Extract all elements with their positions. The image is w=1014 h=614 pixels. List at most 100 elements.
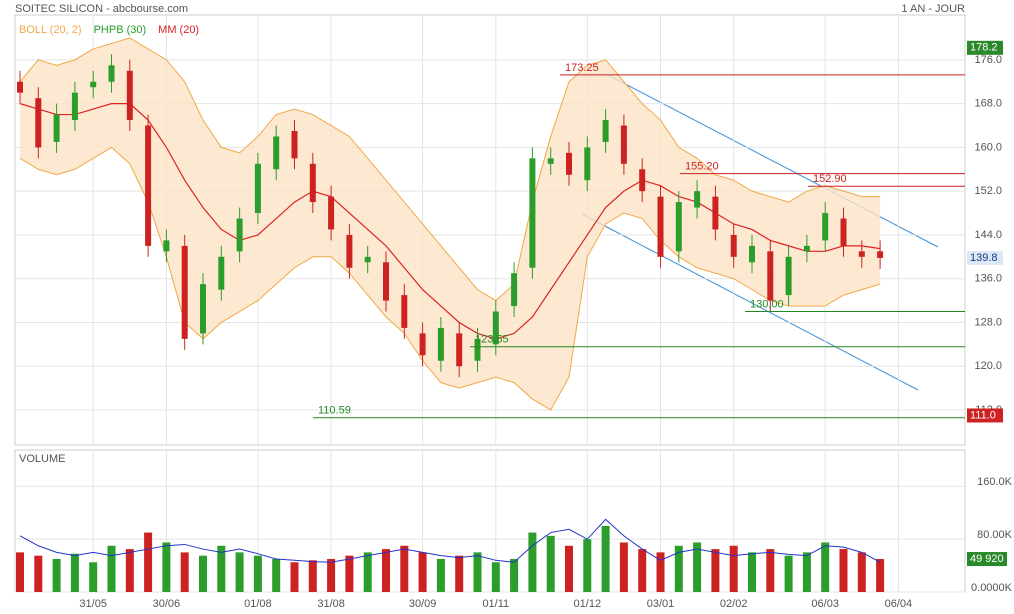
x-tick-label: 30/06: [153, 598, 181, 610]
level-label: 173.25: [565, 62, 599, 74]
volume-bar: [400, 545, 409, 592]
volume-bar: [235, 552, 244, 592]
candle-body: [383, 262, 389, 301]
volume-bar: [491, 562, 500, 592]
x-tick-label: 01/11: [482, 598, 509, 610]
level-label: 152.90: [813, 173, 847, 185]
volume-bar: [162, 542, 171, 592]
volume-bar: [272, 558, 281, 592]
price-label: 178.2: [970, 42, 998, 54]
volume-average: [19, 518, 881, 563]
x-tick-label: 30/09: [409, 598, 437, 610]
y-tick-label: 80.00K: [977, 529, 1013, 541]
volume-bar: [638, 549, 647, 592]
volume-bar: [601, 525, 610, 592]
candle-body: [181, 245, 188, 339]
candle-body: [437, 327, 444, 361]
volume-bar: [583, 539, 592, 592]
candle-body: [785, 256, 792, 296]
x-tick-label: 01/08: [244, 598, 272, 610]
candle-body: [712, 196, 719, 230]
bollinger-upper: [19, 37, 881, 302]
volume-bar: [729, 545, 738, 592]
volume-bar: [839, 549, 848, 592]
volume-bar: [327, 558, 336, 592]
candle-body: [346, 234, 353, 268]
candle-body: [511, 273, 518, 307]
candle-body: [474, 338, 481, 361]
volume-bar: [455, 555, 464, 592]
candle-body: [71, 92, 78, 121]
volume-bar: [34, 555, 43, 592]
candle-body: [309, 163, 316, 203]
price-label: 111.0: [970, 409, 996, 421]
volume-bar: [674, 545, 683, 592]
y-tick-label: 152.0: [974, 185, 1002, 197]
x-tick-label: 31/05: [79, 598, 107, 610]
trend-line: [581, 213, 919, 391]
candle-body: [90, 81, 97, 88]
bollinger-band: [20, 37, 881, 410]
volume-bar: [857, 552, 866, 592]
volume-bar: [473, 552, 482, 592]
candle-body: [694, 191, 701, 208]
x-tick-label: 01/12: [574, 598, 602, 610]
candle-body: [529, 158, 536, 268]
y-tick-label: 120.0: [974, 360, 1002, 372]
candle-body: [584, 147, 591, 181]
volume-bar: [528, 532, 537, 592]
candle-body: [364, 256, 371, 263]
candle-body: [328, 196, 335, 230]
volume-bar: [436, 558, 445, 592]
y-tick-label: 168.0: [974, 98, 1002, 110]
candle-body: [657, 196, 664, 257]
candle-body: [602, 120, 609, 142]
volume-bar: [766, 549, 775, 592]
y-tick-label: 144.0: [974, 229, 1002, 241]
legend-entry: MM (20): [158, 24, 199, 36]
candle-body: [877, 251, 884, 258]
candle-body: [840, 218, 847, 246]
candle-body: [126, 70, 133, 121]
candle-body: [401, 295, 408, 328]
candle-body: [145, 125, 152, 246]
candle-body: [639, 169, 646, 192]
volume-bar: [656, 552, 665, 592]
candle-body: [675, 202, 682, 252]
candle-body: [236, 218, 243, 252]
volume-bar: [382, 549, 390, 592]
candle-body: [822, 213, 829, 241]
candle-body: [200, 284, 206, 334]
volume-bar: [821, 542, 830, 592]
volume-bar: [144, 532, 153, 592]
volume-bar: [546, 535, 555, 592]
y-tick-label: 0.0000K: [971, 582, 1013, 594]
volume-bar: [107, 545, 116, 592]
x-tick-label: 06/03: [811, 598, 839, 610]
level-label: 123.55: [475, 334, 509, 346]
candle-body: [254, 163, 261, 214]
legend-entry: PHPB (30): [94, 24, 147, 36]
level-label: 130.00: [750, 298, 784, 310]
candle-body: [17, 81, 23, 93]
candle-body: [53, 114, 60, 142]
period: 1 AN - JOUR: [901, 3, 965, 15]
candle-body: [419, 333, 426, 356]
y-tick-label: 160.0K: [977, 476, 1013, 488]
volume-bar: [125, 549, 134, 592]
volume-bar: [16, 552, 24, 592]
candle-body: [163, 240, 170, 252]
x-tick-label: 03/01: [647, 598, 675, 610]
y-tick-label: 128.0: [974, 316, 1002, 328]
volume-label-box: [967, 552, 1007, 567]
volume-bar: [748, 552, 756, 592]
volume-bar: [619, 542, 628, 592]
volume-bar: [217, 545, 226, 592]
x-tick-label: 06/04: [885, 598, 913, 610]
x-tick-label: 31/08: [317, 598, 345, 610]
volume-bar: [199, 555, 207, 592]
candle-body: [35, 98, 42, 148]
volume-bar: [693, 542, 702, 592]
candle-body: [620, 125, 627, 164]
